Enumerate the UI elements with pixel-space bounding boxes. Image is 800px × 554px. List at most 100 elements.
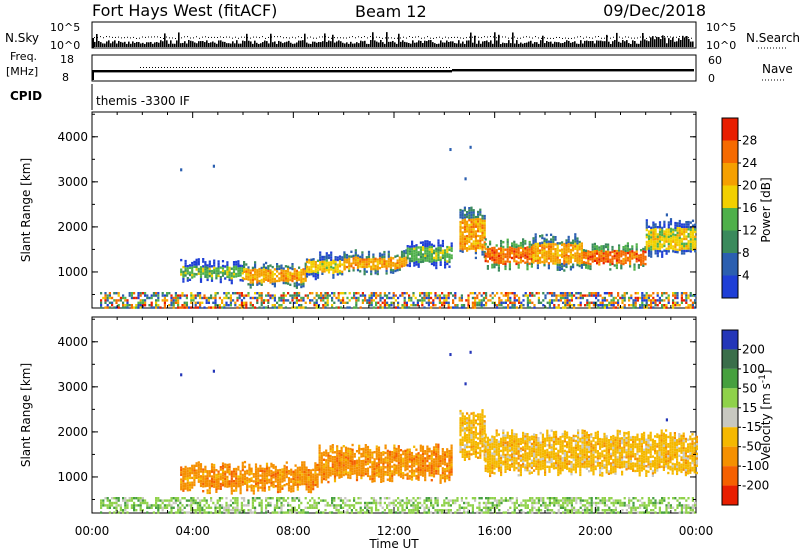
clutter-cell [324,306,327,309]
heatmap-cell [519,261,522,264]
clutter-cell [689,299,692,302]
nsky-bar [620,42,622,47]
heatmap-cell [202,260,205,263]
clutter-cell [445,301,448,304]
nave-dot [188,67,189,68]
heatmap-cell [352,269,355,272]
heatmap-cell [213,471,216,474]
heatmap-cell [332,274,335,277]
clutter-cell [419,294,422,297]
heatmap-cell [652,235,655,239]
heatmap-cell [248,480,251,483]
freq-mark [198,70,200,73]
heatmap-cell [526,255,529,259]
heatmap-cell [374,257,377,260]
heatmap-cell [219,473,222,476]
heatmap-cell [305,480,308,484]
clutter-cell [438,296,441,300]
clutter-cell [139,294,142,297]
heatmap-cell [325,466,328,469]
heatmap-cell [331,465,334,468]
clutter-cell [304,306,307,309]
heatmap-cell [261,472,264,475]
nsky-bar [690,41,692,47]
heatmap-cell [272,476,275,479]
clutter-cell [320,292,323,295]
clutter-cell [427,292,430,295]
heatmap-cell [422,253,425,256]
clutter-cell [542,299,545,302]
clutter-cell [324,301,327,304]
heatmap-cell [530,262,533,266]
heatmap-cell [210,480,214,483]
nave-dot [449,67,450,68]
clutter-cell [133,292,136,295]
heatmap-cell [298,273,301,277]
heatmap-cell [596,252,599,255]
heatmap-cell [263,472,266,475]
clutter-cell [256,296,259,300]
heatmap-cell [309,483,313,487]
clutter-cell [135,304,138,307]
heatmap-cell [598,253,601,256]
heatmap-cell [396,261,399,265]
heatmap-cell [396,266,399,269]
heatmap-cell [389,256,393,260]
heatmap-cell [589,253,592,256]
heatmap-cell [366,469,370,473]
heatmap-cell [593,250,596,253]
heatmap-cell [263,479,266,483]
clutter-cell [687,304,690,307]
colorbar-segment [722,253,738,276]
nave-dot [260,67,261,68]
heatmap-cell [321,267,324,271]
heatmap-cell [470,223,473,226]
heatmap-cell [330,263,333,266]
heatmap-cell [202,270,205,273]
heatmap-cell [470,209,473,212]
heatmap-cell [316,483,319,486]
heatmap-cell [217,480,220,483]
isolated-point [469,145,472,149]
heatmap-cell [479,211,482,214]
heatmap-cell [351,443,354,447]
heatmap-cell [376,265,379,268]
heatmap-cell [448,265,451,268]
nsearch-dot [571,37,572,39]
clutter-cell [137,294,140,297]
heatmap-cell [273,280,276,283]
heatmap-cell [188,264,192,267]
clutter-cell [573,306,576,309]
heatmap-cell [694,240,697,243]
heatmap-cell [667,238,670,241]
heatmap-cell [413,245,416,248]
heatmap-cell [652,226,655,229]
clutter-cell [293,294,296,297]
heatmap-cell [333,470,337,473]
clutter-cell [377,301,380,304]
nsky-bar [618,41,620,47]
clutter-cell [342,299,345,302]
heatmap-cell [556,246,559,250]
heatmap-cell [180,485,183,488]
heatmap-cell [602,252,605,255]
heatmap-cell [226,466,229,469]
heatmap-cell [224,482,227,485]
clutter-cell [100,304,103,307]
heatmap-cell [536,261,539,265]
clutter-cell [141,301,144,304]
heatmap-cell [656,245,659,248]
heatmap-cell [669,222,673,226]
heatmap-cell [506,257,509,261]
heatmap-cell [550,252,553,256]
nsearch-dot [523,36,524,38]
heatmap-cell [472,223,475,226]
heatmap-cell [360,476,363,480]
heatmap-cell [387,255,390,258]
clutter-cell [122,294,125,297]
freq-label-line1: Freq. [10,50,37,63]
heatmap-cell [517,247,520,250]
heatmap-cell [336,258,339,262]
heatmap-cell [195,258,198,262]
nsky-bar [276,43,278,47]
